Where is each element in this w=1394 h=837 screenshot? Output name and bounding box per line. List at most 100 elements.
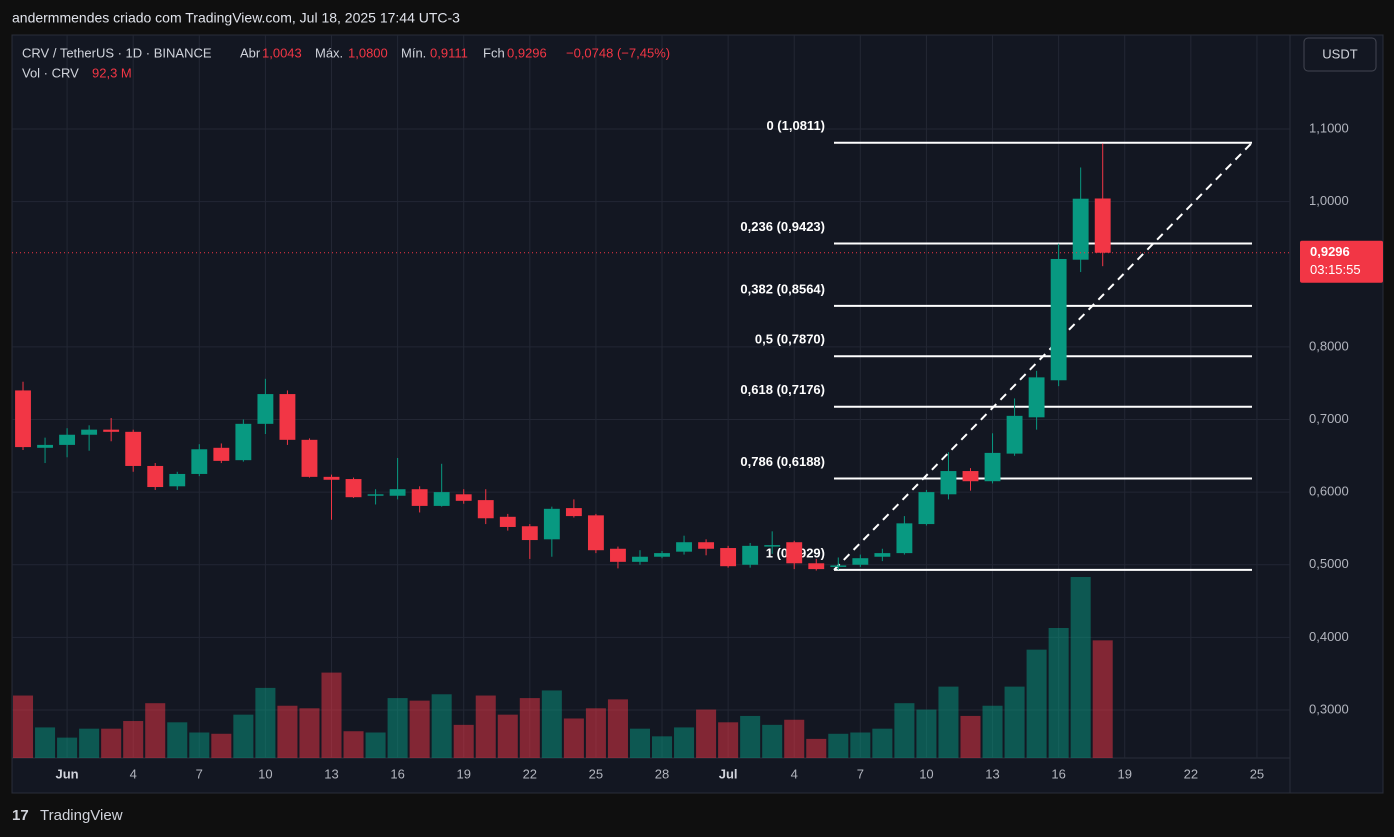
x-tick-label: 13 xyxy=(985,766,999,781)
candle-body xyxy=(191,449,208,474)
volume-bar xyxy=(255,687,276,758)
volume-bar xyxy=(806,738,827,758)
x-tick-label: 22 xyxy=(1184,766,1198,781)
candle-body xyxy=(1072,198,1089,260)
candle-body xyxy=(389,489,406,496)
volume-bar xyxy=(519,698,540,758)
candle-body xyxy=(301,439,318,477)
volume-bar xyxy=(123,721,144,758)
candle-body xyxy=(984,452,1001,482)
candle-body xyxy=(1028,377,1045,418)
last-price-tag xyxy=(1300,240,1383,283)
volume-bar xyxy=(277,705,298,758)
candles xyxy=(15,143,1111,571)
volume-bar xyxy=(740,715,761,758)
volume-bar xyxy=(475,695,496,758)
high-label: Máx. xyxy=(315,45,343,60)
x-tick-label: 19 xyxy=(1118,766,1132,781)
volume-bar xyxy=(13,695,34,758)
fibonacci: 0 (1,0811) 0,236 (0,9423) 0,382 (0,8564) 0,… xyxy=(740,118,1253,571)
high-value: 1,0800 xyxy=(348,45,388,60)
y-tick-label: 0,4000 xyxy=(1309,629,1349,644)
candle-body xyxy=(654,553,670,557)
volume-bar xyxy=(365,732,386,758)
candle-body xyxy=(1094,198,1111,253)
volume-bar xyxy=(541,690,562,758)
currency-button-label[interactable]: USDT xyxy=(1322,46,1357,61)
volume-bar xyxy=(1048,627,1069,758)
volume-bar xyxy=(674,727,695,758)
y-tick-label: 0,3000 xyxy=(1309,701,1349,716)
volume-bar xyxy=(1070,577,1091,758)
candle-body xyxy=(896,523,913,554)
volume-label: Vol · CRV xyxy=(22,65,79,80)
volume-bar xyxy=(850,732,871,758)
candle-body xyxy=(367,494,384,496)
volume-bar xyxy=(387,698,408,758)
volume-bar xyxy=(718,722,739,758)
volume-bar xyxy=(79,728,100,758)
candle-body xyxy=(676,542,692,552)
candle-body xyxy=(15,390,31,448)
volume-bar xyxy=(189,732,210,758)
volume-bar xyxy=(762,724,783,758)
header-text: andermmendes criado com TradingView.com,… xyxy=(12,10,460,26)
change-value: −0,0748 (−7,45%) xyxy=(566,45,670,60)
y-tick-label: 0,6000 xyxy=(1309,484,1349,499)
candle-body xyxy=(962,471,979,482)
y-tick-label: 1,0000 xyxy=(1309,193,1349,208)
x-tick-label: 4 xyxy=(130,766,137,781)
fib-level-label: 0,5 (0,7870) xyxy=(755,332,825,347)
candle-body xyxy=(125,431,142,466)
candle-body xyxy=(874,553,891,557)
volume-bar xyxy=(167,722,188,758)
volume-bar xyxy=(563,718,584,758)
fib-level-label: 0,236 (0,9423) xyxy=(740,219,825,234)
candle-body xyxy=(235,423,252,461)
volume-bar xyxy=(607,699,628,758)
volume-bar xyxy=(629,728,650,758)
volume-bar xyxy=(652,736,673,758)
volume-bar xyxy=(343,731,364,758)
candle-body xyxy=(37,444,53,448)
close-label: Fch xyxy=(483,45,505,60)
candle-body xyxy=(742,545,759,565)
currency-button[interactable] xyxy=(1303,37,1377,72)
candle-body xyxy=(587,515,604,551)
y-tick-label: 0,5000 xyxy=(1309,556,1349,571)
candle-body xyxy=(1050,258,1067,381)
volume-bar xyxy=(101,728,122,758)
close-value: 0,9296 xyxy=(507,45,547,60)
candle-body xyxy=(81,429,98,435)
x-tick-label: 16 xyxy=(390,766,404,781)
chart-panel xyxy=(11,34,1384,794)
footer-logo[interactable]: 17 TradingView xyxy=(12,807,123,824)
volume-bar xyxy=(960,715,981,758)
candle-body xyxy=(257,394,274,424)
volume-bar xyxy=(321,672,342,758)
candle-body xyxy=(918,492,935,525)
candle-body xyxy=(543,508,560,540)
volume-bar xyxy=(938,686,959,758)
x-tick-label: 13 xyxy=(324,766,338,781)
axes: 0,3000 0,4000 0,5000 0,6000 0,7000 0,8000 1,00… xyxy=(12,120,1383,781)
open-value: 1,0043 xyxy=(262,45,302,60)
x-tick-label: 16 xyxy=(1051,766,1065,781)
x-tick-label: 19 xyxy=(456,766,470,781)
x-tick-label: 7 xyxy=(857,766,864,781)
volume-bar xyxy=(233,714,254,758)
low-label: Mín. xyxy=(401,45,426,60)
x-tick-label: 10 xyxy=(919,766,933,781)
volume-bar xyxy=(409,700,430,758)
candle-body xyxy=(411,489,428,506)
candle-body xyxy=(1006,415,1023,454)
x-tick-label: 4 xyxy=(791,766,798,781)
symbol: CRV / TetherUS · 1D · BINANCE xyxy=(22,45,212,60)
last-price-label: 0,9296 xyxy=(1310,244,1350,259)
candle-body xyxy=(764,545,781,547)
candle-body xyxy=(632,556,648,562)
candle-body xyxy=(786,542,803,564)
legend: CRV / TetherUS · 1D · BINANCE Abr 1,0043… xyxy=(22,45,670,80)
x-tick-label: 7 xyxy=(196,766,203,781)
